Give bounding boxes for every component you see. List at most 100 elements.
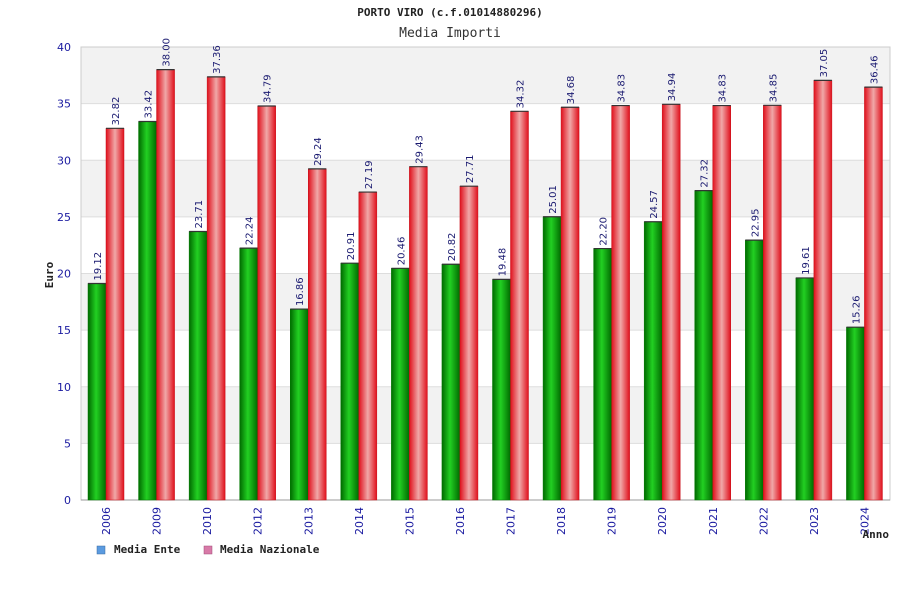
bar-media-ente-2016 <box>441 263 461 501</box>
x-tick-label-2019: 2019 <box>606 507 619 535</box>
value-label-media-ente-2014: 20.91 <box>346 232 357 261</box>
bar-media-ente-2019 <box>593 248 612 501</box>
x-tick-label-2006: 2006 <box>100 507 113 535</box>
value-label-media-ente-2021: 27.32 <box>700 159 711 188</box>
value-label-media-nazionale-2014: 27.19 <box>364 160 375 189</box>
value-label-media-nazionale-2009: 38.00 <box>162 38 173 67</box>
value-labels: 19.12 32.82 33.42 38.00 23.71 37.36 22.24 34.79… <box>93 38 880 324</box>
value-label-media-ente-2013: 16.86 <box>295 277 306 306</box>
bar-media-ente-2020 <box>643 221 663 501</box>
x-tick-label-2020: 2020 <box>656 507 669 535</box>
legend-swatch-media-nazionale <box>203 545 213 555</box>
value-label-media-nazionale-2016: 27.71 <box>465 155 476 184</box>
bar-media-nazionale-2024 <box>864 86 883 501</box>
y-axis-ticks: 0 5 10 15 20 25 30 35 40 <box>57 41 71 507</box>
x-tick-label-2010: 2010 <box>201 507 214 535</box>
bars <box>87 69 883 501</box>
y-axis-label: Euro <box>43 261 56 288</box>
bar-media-nazionale-2016 <box>459 185 479 501</box>
value-label-media-nazionale-2006: 32.82 <box>111 97 122 126</box>
bar-media-nazionale-2018 <box>560 106 580 501</box>
bar-media-nazionale-2022 <box>763 105 782 501</box>
bar-media-nazionale-2009 <box>156 69 175 501</box>
bar-media-ente-2023 <box>795 277 815 501</box>
x-tick-label-2024: 2024 <box>858 507 871 535</box>
y-tick-label: 35 <box>57 98 71 111</box>
bar-media-nazionale-2014 <box>358 191 378 501</box>
bar-media-ente-2006 <box>87 283 107 501</box>
x-tick-label-2016: 2016 <box>454 507 467 535</box>
value-label-media-ente-2006: 19.12 <box>93 252 104 281</box>
value-label-media-nazionale-2013: 29.24 <box>313 137 324 166</box>
y-tick-label: 5 <box>64 437 71 450</box>
bar-media-nazionale-2023 <box>813 80 833 501</box>
x-tick-label-2009: 2009 <box>151 507 164 535</box>
x-tick-label-2013: 2013 <box>302 507 315 535</box>
x-tick-label-2014: 2014 <box>353 507 366 535</box>
bar-media-ente-2014 <box>340 262 360 501</box>
value-label-media-ente-2020: 24.57 <box>649 190 660 219</box>
bar-media-ente-2010 <box>188 231 208 501</box>
chart-subtitle: Media Importi <box>399 26 501 41</box>
chart-title: PORTO VIRO (c.f.01014880296) <box>357 6 542 19</box>
value-label-media-ente-2022: 22.95 <box>750 208 761 237</box>
bar-media-ente-2024 <box>846 326 865 501</box>
value-label-media-nazionale-2020: 34.94 <box>667 73 678 102</box>
bar-media-nazionale-2012 <box>257 105 276 501</box>
x-tick-label-2012: 2012 <box>252 507 265 535</box>
value-label-media-nazionale-2018: 34.68 <box>566 76 577 105</box>
bar-media-ente-2022 <box>745 239 764 501</box>
y-tick-label: 30 <box>57 154 71 167</box>
value-label-media-nazionale-2017: 34.32 <box>516 80 527 109</box>
x-tick-label-2018: 2018 <box>555 507 568 535</box>
value-label-media-nazionale-2021: 34.83 <box>718 74 729 103</box>
bar-media-ente-2013 <box>290 308 309 501</box>
bar-media-ente-2021 <box>694 190 713 501</box>
value-label-media-nazionale-2022: 34.85 <box>768 74 779 103</box>
value-label-media-nazionale-2024: 36.46 <box>869 55 880 84</box>
value-label-media-ente-2010: 23.71 <box>194 200 205 229</box>
bar-media-nazionale-2019 <box>611 105 630 501</box>
value-label-media-ente-2015: 20.46 <box>396 237 407 266</box>
x-tick-label-2022: 2022 <box>757 507 770 535</box>
bar-media-nazionale-2017 <box>510 111 529 501</box>
value-label-media-nazionale-2015: 29.43 <box>414 135 425 164</box>
y-tick-label: 40 <box>57 41 71 54</box>
y-tick-label: 20 <box>57 268 71 281</box>
y-tick-label: 25 <box>57 211 71 224</box>
bar-media-ente-2012 <box>239 247 258 501</box>
value-label-media-nazionale-2019: 34.83 <box>617 74 628 103</box>
legend: Media Ente Media Nazionale <box>96 543 320 556</box>
value-label-media-nazionale-2023: 37.05 <box>819 49 830 78</box>
value-label-media-ente-2024: 15.26 <box>851 296 862 325</box>
bar-media-nazionale-2010 <box>206 76 226 501</box>
y-tick-label: 10 <box>57 381 71 394</box>
value-label-media-ente-2016: 20.82 <box>447 233 458 262</box>
x-axis-ticks: 2006 2009 2010 2012 2013 2014 2015 2016 2017 2018… <box>100 507 871 535</box>
x-axis-label: Anno <box>863 528 890 541</box>
bar-media-ente-2009 <box>138 121 157 501</box>
value-label-media-ente-2018: 25.01 <box>548 185 559 214</box>
value-label-media-ente-2023: 19.61 <box>801 246 812 275</box>
bar-media-nazionale-2013 <box>308 168 327 501</box>
x-tick-label-2023: 2023 <box>808 507 821 535</box>
value-label-media-ente-2017: 19.48 <box>498 248 509 277</box>
y-tick-label: 0 <box>64 494 71 507</box>
value-label-media-ente-2019: 22.20 <box>599 217 610 246</box>
value-label-media-ente-2009: 33.42 <box>144 90 155 119</box>
bar-media-ente-2018 <box>542 216 562 501</box>
x-tick-label-2015: 2015 <box>403 507 416 535</box>
bar-media-nazionale-2021 <box>712 105 731 501</box>
bar-media-nazionale-2006 <box>105 128 125 501</box>
value-label-media-nazionale-2010: 37.36 <box>212 45 223 74</box>
value-label-media-ente-2012: 22.24 <box>245 216 256 245</box>
bar-media-nazionale-2015 <box>409 166 428 501</box>
bar-media-nazionale-2020 <box>661 104 681 501</box>
value-label-media-nazionale-2012: 34.79 <box>263 74 274 103</box>
x-tick-label-2021: 2021 <box>707 507 720 535</box>
y-tick-label: 15 <box>57 324 71 337</box>
legend-label-media-nazionale: Media Nazionale <box>220 543 320 556</box>
bar-media-ente-2017 <box>492 279 511 501</box>
x-tick-label-2017: 2017 <box>505 507 518 535</box>
